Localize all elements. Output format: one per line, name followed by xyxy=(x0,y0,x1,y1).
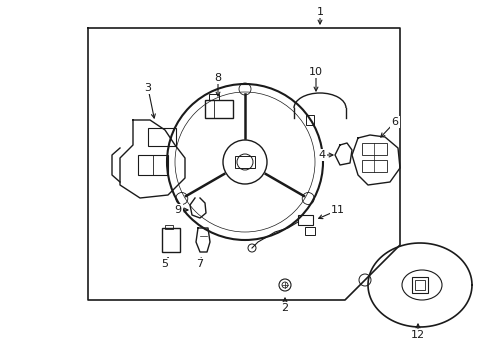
Bar xyxy=(164,225,173,229)
Text: 7: 7 xyxy=(196,259,203,269)
Bar xyxy=(162,228,180,252)
Text: 3: 3 xyxy=(144,83,151,93)
Bar xyxy=(138,155,168,175)
Text: 10: 10 xyxy=(308,67,323,77)
Bar xyxy=(297,215,312,225)
Text: 11: 11 xyxy=(330,205,345,215)
Text: 4: 4 xyxy=(318,150,325,160)
Text: 6: 6 xyxy=(391,117,398,127)
Bar xyxy=(411,277,427,293)
Text: 2: 2 xyxy=(281,303,288,313)
Bar xyxy=(148,128,176,146)
Text: 1: 1 xyxy=(316,7,323,17)
Text: 12: 12 xyxy=(410,330,424,340)
Bar xyxy=(235,156,254,168)
Bar xyxy=(305,115,313,125)
Bar xyxy=(208,94,219,100)
Bar xyxy=(204,100,232,118)
Bar xyxy=(414,280,424,290)
Text: 9: 9 xyxy=(174,205,181,215)
Text: 8: 8 xyxy=(214,73,221,83)
Bar xyxy=(361,143,386,155)
Bar xyxy=(361,160,386,172)
Bar xyxy=(305,227,314,235)
Text: 5: 5 xyxy=(161,259,168,269)
